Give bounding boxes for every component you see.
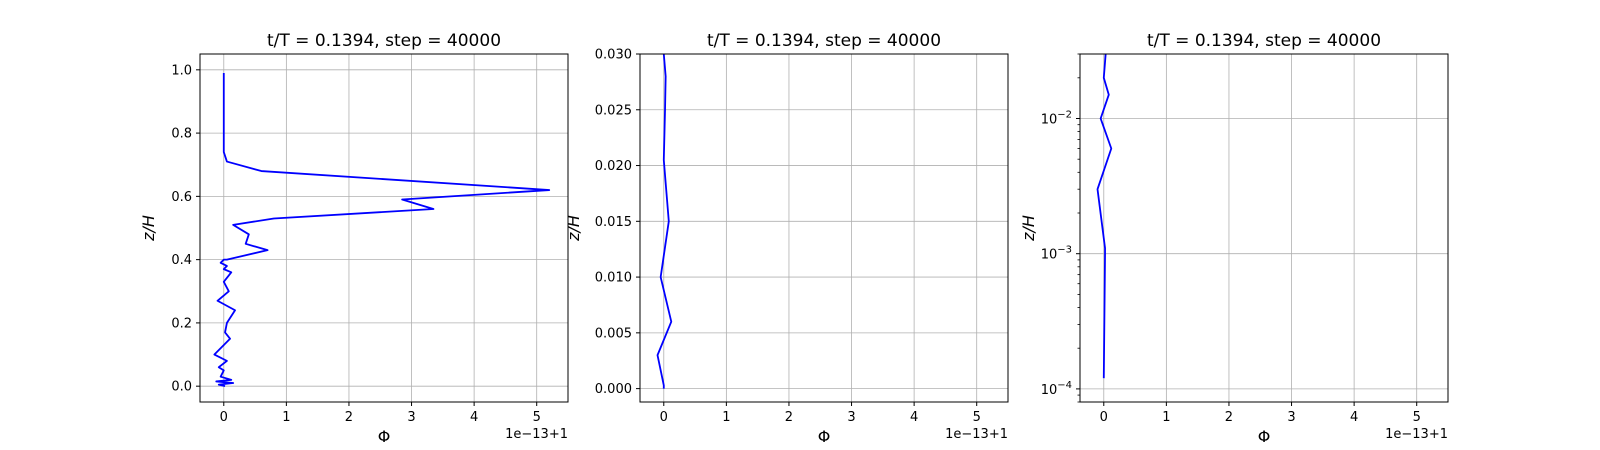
chart-2-x-tick-label: 3 <box>847 410 855 425</box>
chart-2-y-tick-label: 0.020 <box>595 159 632 174</box>
chart-2-x-axis-label: Φ <box>818 427 831 446</box>
chart-1-y-tick-label: 0.8 <box>171 127 192 142</box>
chart-3-x-tick-label: 1 <box>1162 410 1170 425</box>
chart-1-x-tick-label: 5 <box>533 410 541 425</box>
chart-2-x-tick-label: 0 <box>660 410 668 425</box>
chart-1-x-tick-label: 4 <box>470 410 478 425</box>
chart-1-x-tick-label: 1 <box>282 410 290 425</box>
chart-2-x-tick-label: 1 <box>722 410 730 425</box>
chart-1-title: t/T = 0.1394, step = 40000 <box>267 31 501 51</box>
chart-1-y-tick-label: 0.0 <box>171 380 192 395</box>
chart-2-x-tick-label: 5 <box>973 410 981 425</box>
chart-1-x-tick-label: 0 <box>220 410 228 425</box>
chart-1-x-tick-label: 3 <box>407 410 415 425</box>
chart-2-y-tick-label: 0.000 <box>595 382 632 397</box>
chart-2-axes-frame <box>639 53 1009 403</box>
chart-1-x-tick-label: 2 <box>345 410 353 425</box>
chart-1-y-tick-label: 1.0 <box>171 63 192 78</box>
chart-3-x-offset-label: 1e−13+1 <box>1385 427 1448 442</box>
chart-3-series-line <box>1096 53 1113 379</box>
chart-1-axes-frame <box>199 53 569 403</box>
chart-1-series-line <box>213 72 551 388</box>
chart-1-x-offset-label: 1e−13+1 <box>505 427 568 442</box>
chart-3-x-tick-label: 0 <box>1100 410 1108 425</box>
chart-3-x-tick-label: 5 <box>1413 410 1421 425</box>
chart-2-x-offset-label: 1e−13+1 <box>945 427 1008 442</box>
chart-1-y-axis-label: z/H <box>139 215 158 242</box>
chart-3-y-axis-label: z/H <box>1019 215 1038 242</box>
chart-3-x-tick-label: 4 <box>1350 410 1358 425</box>
chart-2-y-tick-label: 0.005 <box>595 326 632 341</box>
chart-3-axes-frame <box>1079 53 1449 403</box>
chart-3-y-tick-label: 10−2 <box>1041 110 1072 128</box>
chart-2-y-tick-label: 0.010 <box>595 271 632 286</box>
chart-2-title: t/T = 0.1394, step = 40000 <box>707 31 941 51</box>
chart-3-x-axis-label: Φ <box>1258 427 1271 446</box>
chart-2-x-tick-label: 4 <box>910 410 918 425</box>
chart-3-y-tick-label: 10−3 <box>1041 245 1072 263</box>
chart-2-y-tick-label: 0.015 <box>595 215 632 230</box>
chart-2-y-tick-label: 0.030 <box>595 48 632 63</box>
chart-1-y-tick-label: 0.2 <box>171 316 192 331</box>
chart-2-series-line <box>656 53 673 389</box>
chart-2-y-tick-label: 0.025 <box>595 103 632 118</box>
chart-2-y-axis-label: z/H <box>564 215 583 242</box>
chart-1-y-tick-label: 0.4 <box>171 253 192 268</box>
chart-3-title: t/T = 0.1394, step = 40000 <box>1147 31 1381 51</box>
chart-2-x-tick-label: 2 <box>785 410 793 425</box>
chart-1-x-axis-label: Φ <box>378 427 391 446</box>
chart-3-x-tick-label: 3 <box>1287 410 1295 425</box>
chart-1-y-tick-label: 0.6 <box>171 190 192 205</box>
chart-3-x-tick-label: 2 <box>1225 410 1233 425</box>
chart-3-y-tick-label: 10−4 <box>1041 380 1072 398</box>
